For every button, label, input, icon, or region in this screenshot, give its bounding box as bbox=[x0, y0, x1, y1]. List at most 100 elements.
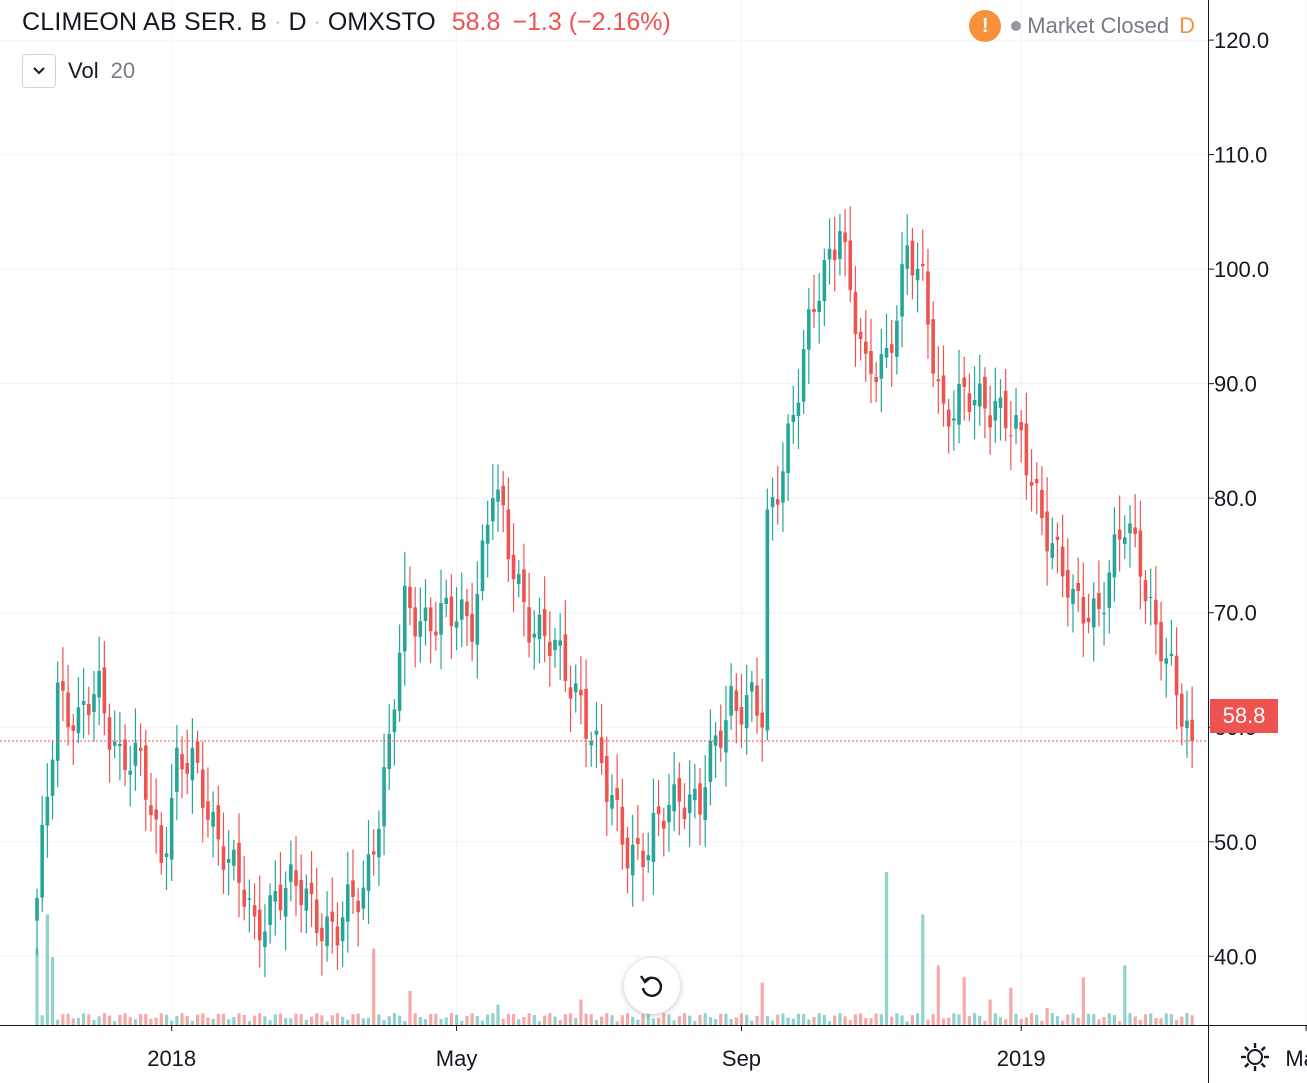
candle-body bbox=[1107, 572, 1112, 608]
candle-body bbox=[66, 692, 70, 728]
volume-bar bbox=[1118, 1021, 1122, 1025]
interval-label[interactable]: D bbox=[288, 8, 307, 36]
volume-bar bbox=[1133, 1016, 1137, 1025]
candle-body bbox=[211, 812, 215, 827]
volume-bar bbox=[1066, 1014, 1070, 1025]
candle-body bbox=[242, 889, 246, 907]
volume-bar bbox=[159, 1013, 163, 1025]
volume-bar bbox=[258, 1013, 262, 1025]
candle-body bbox=[92, 694, 96, 713]
volume-bar bbox=[713, 1019, 718, 1025]
volume-bar bbox=[1081, 977, 1085, 1025]
candle-body bbox=[967, 393, 972, 413]
volume-bar bbox=[190, 1020, 194, 1025]
collapse-button[interactable] bbox=[22, 54, 56, 88]
volume-bar bbox=[284, 1017, 288, 1025]
volume-bar bbox=[180, 1013, 184, 1025]
candle-body bbox=[1029, 482, 1034, 486]
volume-bar bbox=[952, 1013, 956, 1025]
volume-bar bbox=[92, 1020, 96, 1025]
candle-body bbox=[1159, 621, 1163, 662]
candle-body bbox=[750, 682, 754, 692]
candle-body bbox=[40, 824, 44, 898]
volume-bar bbox=[739, 1013, 744, 1025]
exclamation-icon[interactable]: ! bbox=[969, 10, 1002, 42]
candle-body bbox=[304, 888, 309, 911]
volume-bar bbox=[890, 1016, 894, 1025]
volume-bar bbox=[491, 1013, 495, 1025]
candle-body bbox=[651, 812, 656, 862]
candle-body bbox=[206, 801, 210, 820]
reset-chart-button[interactable] bbox=[624, 958, 680, 1014]
candle-body bbox=[537, 614, 542, 640]
market-status-text: Market Closed bbox=[1027, 13, 1170, 38]
volume-bar bbox=[278, 1013, 283, 1025]
volume-bar bbox=[770, 1020, 775, 1025]
candle-body bbox=[423, 607, 428, 622]
volume-bar bbox=[465, 1015, 469, 1025]
candle-body bbox=[589, 741, 594, 746]
candle-body bbox=[1019, 421, 1023, 431]
candle-body bbox=[646, 855, 651, 861]
volume-bar bbox=[786, 1017, 790, 1025]
volume-bar bbox=[61, 1014, 65, 1025]
candle-body bbox=[346, 884, 350, 922]
candle-body bbox=[50, 759, 55, 796]
volume-bar bbox=[185, 1015, 189, 1025]
candle-body bbox=[190, 748, 195, 781]
candle-body bbox=[496, 489, 500, 502]
volume-bar bbox=[1169, 1014, 1174, 1025]
volume-bar bbox=[750, 1020, 754, 1025]
candle-body bbox=[257, 909, 262, 941]
volume-bar bbox=[423, 1019, 428, 1025]
volume-bar bbox=[325, 1021, 329, 1025]
volume-label[interactable]: Vol bbox=[68, 58, 99, 83]
symbol-name[interactable]: CLIMEON AB SER. B bbox=[22, 8, 268, 36]
candle-body bbox=[869, 351, 873, 375]
volume-bar bbox=[905, 1021, 909, 1025]
volume-bar bbox=[527, 1013, 531, 1025]
volume-bar bbox=[657, 1017, 661, 1025]
volume-bar bbox=[708, 1017, 712, 1025]
volume-bar bbox=[517, 1019, 521, 1025]
volume-bar bbox=[584, 1013, 588, 1025]
candle-body bbox=[138, 747, 143, 751]
chevron-down-icon bbox=[33, 67, 45, 75]
candle-body bbox=[71, 725, 76, 731]
candle-body bbox=[677, 778, 682, 802]
volume-bar bbox=[1154, 1018, 1158, 1025]
candle-body bbox=[625, 837, 630, 869]
volume-bar bbox=[563, 1014, 567, 1025]
volume-bar bbox=[154, 1017, 158, 1025]
volume-bar bbox=[978, 1015, 982, 1025]
volume-bar bbox=[45, 914, 49, 1025]
candle-body bbox=[1185, 720, 1189, 728]
candle-body bbox=[335, 926, 340, 946]
volume-bar bbox=[1029, 1013, 1034, 1025]
gear-icon[interactable] bbox=[1238, 1040, 1272, 1079]
volume-bar bbox=[641, 1014, 645, 1025]
candle-body bbox=[734, 690, 739, 712]
volume-bar bbox=[833, 1015, 837, 1025]
volume-bar bbox=[864, 1018, 868, 1025]
volume-bar bbox=[330, 1015, 334, 1025]
candle-body bbox=[418, 621, 423, 637]
candle-body bbox=[252, 905, 257, 917]
volume-bar bbox=[382, 1020, 386, 1025]
volume-bar bbox=[1143, 1014, 1148, 1025]
candle-body bbox=[330, 911, 335, 922]
volume-bar bbox=[983, 1020, 987, 1025]
volume-bar bbox=[843, 1016, 847, 1025]
y-tick-label: 100.0 bbox=[1214, 257, 1269, 282]
volume-bar bbox=[50, 957, 55, 1025]
volume-bar bbox=[537, 1021, 542, 1025]
volume-bar bbox=[869, 1018, 873, 1025]
candle-body bbox=[636, 838, 640, 844]
volume-bar bbox=[252, 1015, 257, 1025]
candle-body bbox=[35, 897, 39, 921]
candle-body bbox=[45, 796, 50, 826]
candle-body bbox=[102, 667, 107, 714]
